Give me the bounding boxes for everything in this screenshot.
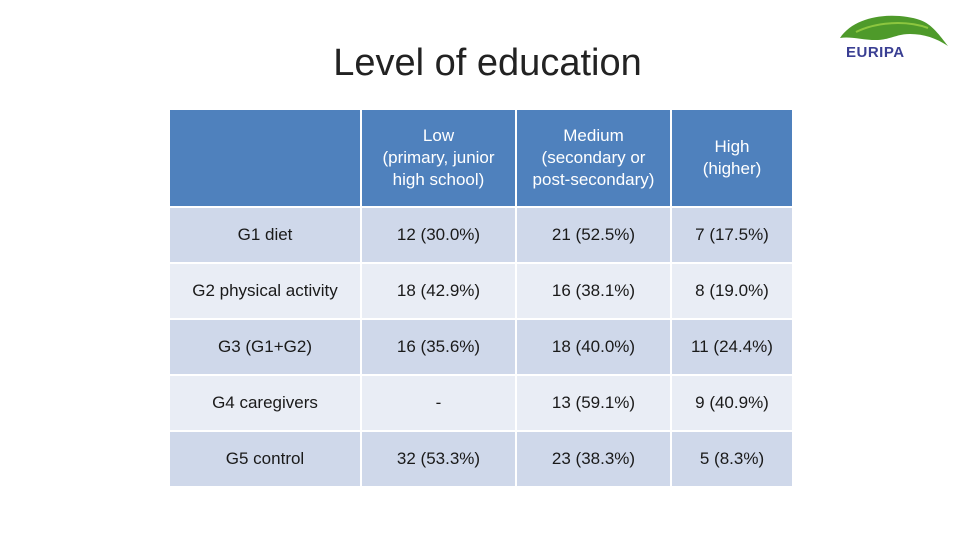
header-cell-empty: [168, 108, 362, 208]
cell-medium: 18 (40.0%): [515, 318, 672, 376]
header-medium-label: Medium (secondary or post-secondary): [532, 126, 655, 189]
table-header-row: Low (primary, junior high school) Medium…: [168, 108, 794, 208]
header-cell-medium: Medium (secondary or post-secondary): [515, 108, 672, 208]
cell-low: 32 (53.3%): [360, 430, 517, 488]
cell-high: 7 (17.5%): [670, 206, 794, 264]
cell-high: 9 (40.9%): [670, 374, 794, 432]
header-high-label: High (higher): [702, 137, 762, 178]
row-label: G1 diet: [168, 206, 362, 264]
table-row: G4 caregivers - 13 (59.1%) 9 (40.9%): [168, 374, 794, 432]
cell-medium: 13 (59.1%): [515, 374, 672, 432]
cell-low: 16 (35.6%): [360, 318, 517, 376]
cell-low: 18 (42.9%): [360, 262, 517, 320]
table-row: G1 diet 12 (30.0%) 21 (52.5%) 7 (17.5%): [168, 206, 794, 264]
row-label: G4 caregivers: [168, 374, 362, 432]
cell-medium: 23 (38.3%): [515, 430, 672, 488]
cell-high: 5 (8.3%): [670, 430, 794, 488]
logo-text: EURIPA: [846, 44, 905, 61]
cell-medium: 16 (38.1%): [515, 262, 672, 320]
table-row: G3 (G1+G2) 16 (35.6%) 18 (40.0%) 11 (24.…: [168, 318, 794, 376]
leaf-icon: [840, 15, 948, 46]
cell-low: 12 (30.0%): [360, 206, 517, 264]
header-cell-low: Low (primary, junior high school): [360, 108, 517, 208]
row-label: G2 physical activity: [168, 262, 362, 320]
row-label: G3 (G1+G2): [168, 318, 362, 376]
table-row: G5 control 32 (53.3%) 23 (38.3%) 5 (8.3%…: [168, 430, 794, 488]
cell-medium: 21 (52.5%): [515, 206, 672, 264]
cell-low: -: [360, 374, 517, 432]
euripa-logo: EURIPA: [836, 10, 950, 72]
cell-high: 8 (19.0%): [670, 262, 794, 320]
header-cell-high: High (higher): [670, 108, 794, 208]
cell-high: 11 (24.4%): [670, 318, 794, 376]
header-low-label: Low (primary, junior high school): [382, 126, 495, 189]
education-table: Low (primary, junior high school) Medium…: [168, 108, 794, 488]
row-label: G5 control: [168, 430, 362, 488]
slide-title: Level of education: [333, 42, 642, 84]
table-row: G2 physical activity 18 (42.9%) 16 (38.1…: [168, 262, 794, 320]
